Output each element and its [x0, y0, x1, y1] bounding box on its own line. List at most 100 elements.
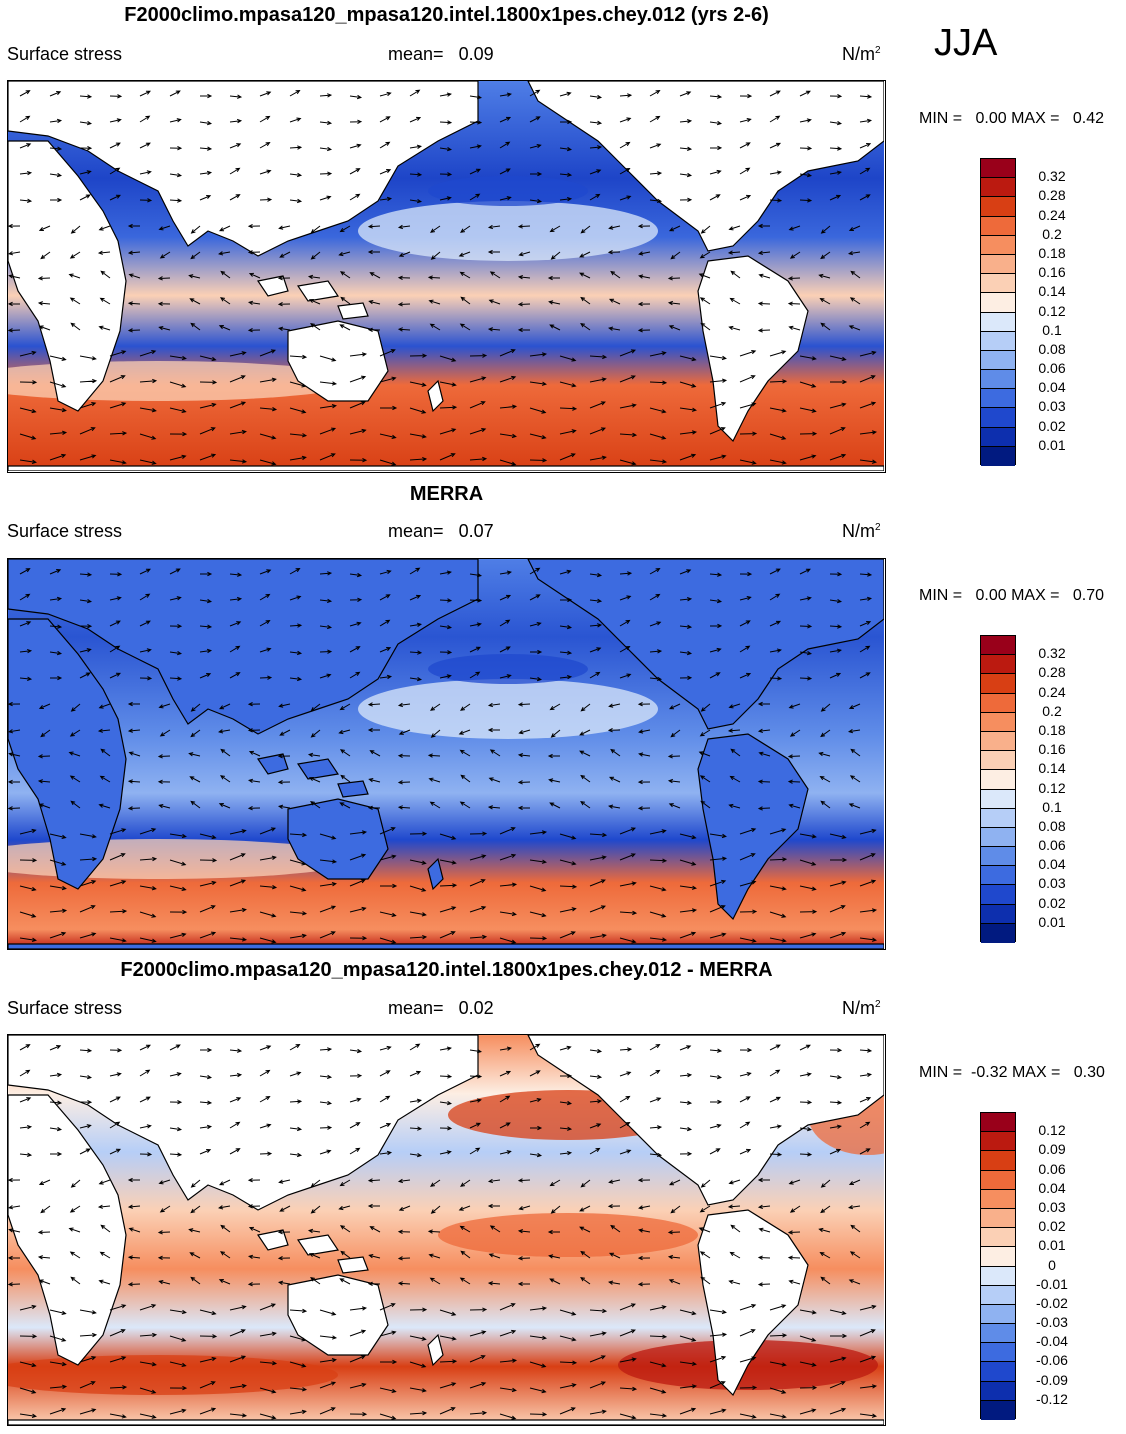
wind-vector-arrow	[427, 275, 441, 280]
wind-vector-arrow	[49, 1384, 68, 1390]
wind-vector-arrow	[409, 144, 422, 149]
wind-vector-arrow	[769, 676, 783, 681]
wind-vector-arrow	[319, 355, 337, 362]
wind-vector-arrow	[409, 1152, 423, 1158]
wind-vector-arrow	[728, 1179, 741, 1185]
panel-mean-value: 0.09	[458, 44, 494, 64]
wind-vector-arrow	[469, 353, 488, 358]
wind-vector-arrow	[139, 407, 157, 413]
wind-vector-arrow	[369, 750, 381, 757]
wind-vector-arrow	[499, 1387, 517, 1393]
stress-anomaly	[428, 176, 588, 206]
wind-vector-arrow	[49, 91, 62, 97]
wind-vector-arrow	[619, 1386, 638, 1392]
wind-vector-arrow	[229, 143, 242, 149]
wind-vector-arrow	[8, 1205, 21, 1210]
stress-anomaly	[358, 679, 658, 739]
wind-vector-arrow	[637, 1282, 651, 1287]
wind-vector-arrow	[580, 774, 591, 783]
wind-vector-arrow	[379, 141, 391, 149]
wind-vector-arrow	[559, 355, 577, 362]
colorbar-swatch	[981, 235, 1015, 255]
wind-vector-arrow	[610, 1224, 621, 1233]
wind-vector-arrow	[709, 672, 721, 679]
wind-vector-arrow	[70, 322, 81, 331]
wind-vector-arrow	[488, 777, 501, 783]
wind-vector-arrow	[709, 1381, 726, 1389]
wind-vector-arrow	[619, 1329, 636, 1337]
colorbar-swatch	[981, 789, 1015, 809]
wind-vector-arrow	[589, 832, 608, 838]
wind-vector-arrow	[319, 598, 333, 604]
wind-vector-arrow	[289, 1361, 307, 1368]
wind-vector-arrow	[79, 1124, 92, 1129]
wind-vector-arrow	[229, 572, 243, 577]
wind-vector-arrow	[369, 272, 381, 279]
wind-vector-arrow	[609, 1252, 621, 1259]
wind-vector-arrow	[818, 273, 831, 279]
colorbar-tick-label: 0.2	[1042, 702, 1062, 719]
wind-vector-arrow	[559, 1407, 576, 1415]
wind-vector-arrow	[8, 779, 21, 785]
wind-vector-arrow	[409, 1043, 421, 1051]
wind-vector-arrow	[409, 1410, 428, 1416]
wind-vector-arrow	[787, 1230, 801, 1235]
wind-vector-arrow	[8, 274, 21, 279]
colorbar-tick-label: 0	[1048, 1256, 1056, 1273]
wind-vector-arrow	[769, 90, 781, 97]
colorbar-swatch	[981, 674, 1015, 694]
wind-vector-arrow	[730, 748, 741, 757]
colorbar-tick-label: -0.12	[1036, 1390, 1068, 1407]
wind-vector-arrow	[190, 251, 201, 260]
wind-vector-arrow	[499, 570, 512, 575]
wind-vector-arrow	[619, 195, 632, 201]
wind-vector-arrow	[349, 1073, 363, 1078]
wind-vector-arrow	[109, 1048, 123, 1053]
wind-vector-arrow	[349, 1097, 362, 1103]
wind-vector-arrow	[589, 455, 607, 461]
colorbar-swatch	[981, 293, 1015, 313]
wind-vector-arrow	[668, 1179, 681, 1186]
wind-vector-arrow	[619, 375, 636, 383]
wind-vector-arrow	[799, 676, 813, 681]
colorbar-tick-label: 0.04	[1038, 1179, 1066, 1196]
wind-vector-arrow	[487, 1178, 501, 1184]
wind-vector-arrow	[409, 594, 422, 601]
wind-vector-arrow	[169, 145, 183, 151]
wind-vector-arrow	[70, 1276, 81, 1285]
wind-vector-arrow	[700, 225, 711, 234]
wind-vector-arrow	[469, 671, 481, 679]
wind-vector-arrow	[769, 350, 787, 357]
wind-vector-arrow	[709, 879, 727, 887]
wind-vector-arrow	[619, 1149, 632, 1155]
wind-vector-arrow	[169, 1126, 183, 1132]
wind-vector-arrow	[499, 882, 518, 887]
wind-vector-arrow	[259, 1387, 277, 1394]
max-value: 0.70	[1072, 587, 1105, 604]
wind-vector-arrow	[859, 645, 871, 653]
wind-vector-arrow	[559, 650, 573, 655]
wind-vector-arrow	[49, 1072, 63, 1078]
panel-minmax: MIN = -0.32 MAX = 0.30	[919, 1064, 1105, 1081]
wind-vector-arrow	[199, 1407, 217, 1415]
wind-vector-arrow	[458, 729, 471, 735]
wind-vector-arrow	[499, 116, 512, 123]
panel-mean-label: mean= 0.09	[388, 44, 494, 64]
colorbar-tick-label: 0.18	[1038, 244, 1066, 261]
wind-vector-arrow	[289, 1071, 302, 1077]
wind-vector-arrow	[98, 1179, 111, 1185]
wind-vector-arrow	[859, 1048, 873, 1053]
wind-vector-arrow	[188, 1228, 201, 1233]
wind-vector-arrow	[859, 1384, 878, 1389]
colorbar-swatch	[981, 1343, 1015, 1363]
wind-vector-arrow	[499, 168, 511, 175]
wind-vector-arrow	[499, 375, 517, 383]
wind-vector-arrow	[49, 118, 63, 124]
wind-vector-arrow	[229, 1097, 242, 1103]
colorbar-tick-label: 0.03	[1038, 1198, 1066, 1215]
wind-vector-arrow	[499, 1329, 517, 1337]
coastline	[427, 1333, 444, 1367]
wind-vector-arrow	[820, 1276, 831, 1285]
coastline	[8, 1035, 479, 1211]
colorbar-obs	[980, 635, 1016, 943]
